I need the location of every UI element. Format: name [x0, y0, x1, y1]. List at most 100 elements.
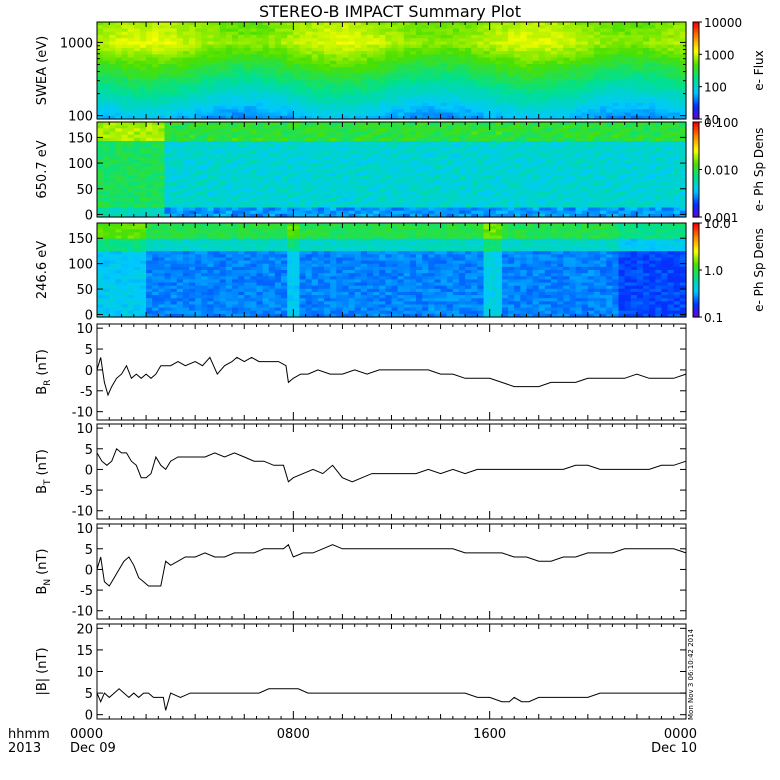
heatmap-cell — [164, 198, 172, 202]
heatmap-cell — [238, 144, 245, 148]
heatmap-cell — [409, 96, 417, 101]
heatmap-cell — [201, 125, 209, 129]
heatmap-cell — [158, 175, 166, 180]
heatmap-cell — [256, 156, 264, 161]
heatmap-cell — [403, 41, 411, 46]
heatmap-cell — [133, 96, 141, 101]
heatmap-cell — [164, 172, 172, 177]
heatmap-cell — [667, 47, 675, 52]
heatmap-cell — [440, 22, 448, 26]
heatmap-cell — [477, 86, 485, 91]
heatmap-cell — [557, 31, 564, 36]
heatmap-cell — [336, 34, 344, 39]
heatmap-cell — [158, 109, 166, 114]
heatmap-cell — [262, 93, 270, 97]
heatmap-cell — [495, 83, 503, 88]
heatmap-cell — [189, 185, 196, 190]
heatmap-cell — [373, 80, 380, 85]
heatmap-cell — [281, 175, 288, 180]
heatmap-cell — [231, 112, 239, 117]
heatmap-cell — [195, 41, 202, 46]
heatmap-cell — [158, 122, 166, 126]
heatmap-cell — [330, 67, 337, 72]
heatmap-cell — [262, 141, 270, 145]
heatmap-cell — [244, 191, 251, 196]
heatmap-cell — [465, 96, 472, 101]
heatmap-cell — [133, 31, 141, 36]
heatmap-cell — [176, 163, 184, 167]
heatmap-cell — [262, 96, 270, 101]
heatmap-cell — [189, 99, 196, 104]
heatmap-cell — [158, 51, 166, 55]
heatmap-cell — [311, 44, 319, 49]
heatmap-cell — [581, 112, 589, 117]
heatmap-cell — [103, 137, 110, 142]
heatmap-cell — [477, 99, 485, 104]
heatmap-cell — [238, 160, 245, 164]
heatmap-cell — [287, 76, 294, 81]
heatmap-cell — [385, 86, 393, 91]
heatmap-cell — [471, 102, 478, 107]
heatmap-cell — [219, 28, 227, 33]
heatmap-cell — [526, 109, 534, 114]
heatmap-cell — [109, 210, 117, 215]
heatmap-cell — [176, 147, 184, 152]
heatmap-cell — [274, 207, 282, 212]
heatmap-cell — [225, 182, 233, 186]
heatmap-cell — [103, 204, 110, 209]
heatmap-cell — [575, 106, 583, 110]
heatmap-cell — [201, 28, 209, 33]
heatmap-cell — [471, 64, 478, 68]
heatmap-cell — [97, 41, 104, 46]
heatmap-cell — [262, 204, 270, 209]
heatmap-cell — [244, 28, 251, 33]
heatmap-cell — [213, 160, 221, 164]
heatmap-cell — [366, 60, 374, 65]
heatmap-cell — [593, 109, 601, 114]
heatmap-cell — [268, 160, 276, 164]
heatmap-cell — [587, 60, 595, 65]
heatmap-cell — [195, 172, 202, 177]
heatmap-cell — [489, 83, 497, 88]
heatmap-cell — [311, 67, 319, 72]
heatmap-cell — [170, 67, 178, 72]
heatmap-cell — [508, 38, 515, 42]
heatmap-cell — [324, 28, 331, 33]
heatmap-cell — [422, 54, 429, 59]
heatmap-cell — [538, 89, 546, 94]
heatmap-cell — [256, 22, 264, 26]
heatmap-cell — [434, 25, 442, 30]
heatmap-cell — [170, 22, 178, 26]
heatmap-cell — [207, 83, 215, 88]
heatmap-cell — [213, 96, 221, 101]
heatmap-cell — [514, 86, 521, 91]
heatmap-cell — [624, 28, 632, 33]
heatmap-cell — [146, 194, 153, 199]
heatmap-cell — [416, 47, 423, 52]
heatmap-cell — [97, 134, 104, 139]
heatmap-cell — [428, 31, 436, 36]
heatmap-cell — [201, 134, 209, 139]
heatmap-cell — [170, 201, 178, 205]
heatmap-cell — [477, 112, 485, 117]
heatmap-cell — [238, 106, 245, 110]
heatmap-cell — [182, 147, 190, 152]
heatmap-cell — [281, 125, 288, 129]
heatmap-cell — [526, 47, 534, 52]
heatmap-cell — [274, 150, 282, 155]
heatmap-cell — [225, 25, 233, 30]
heatmap-cell — [213, 166, 221, 171]
heatmap-cell — [238, 80, 245, 85]
heatmap-cell — [636, 22, 644, 26]
heatmap-cell — [532, 106, 540, 110]
heatmap-cell — [244, 147, 251, 152]
heatmap-cell — [115, 185, 123, 190]
heatmap-cell — [231, 201, 239, 205]
heatmap-cell — [268, 150, 276, 155]
heatmap-cell — [256, 147, 264, 152]
heatmap-cell — [495, 25, 503, 30]
heatmap-cell — [238, 153, 245, 158]
heatmap-cell — [256, 109, 264, 114]
heatmap-cell — [379, 44, 386, 49]
heatmap-cell — [293, 102, 301, 107]
